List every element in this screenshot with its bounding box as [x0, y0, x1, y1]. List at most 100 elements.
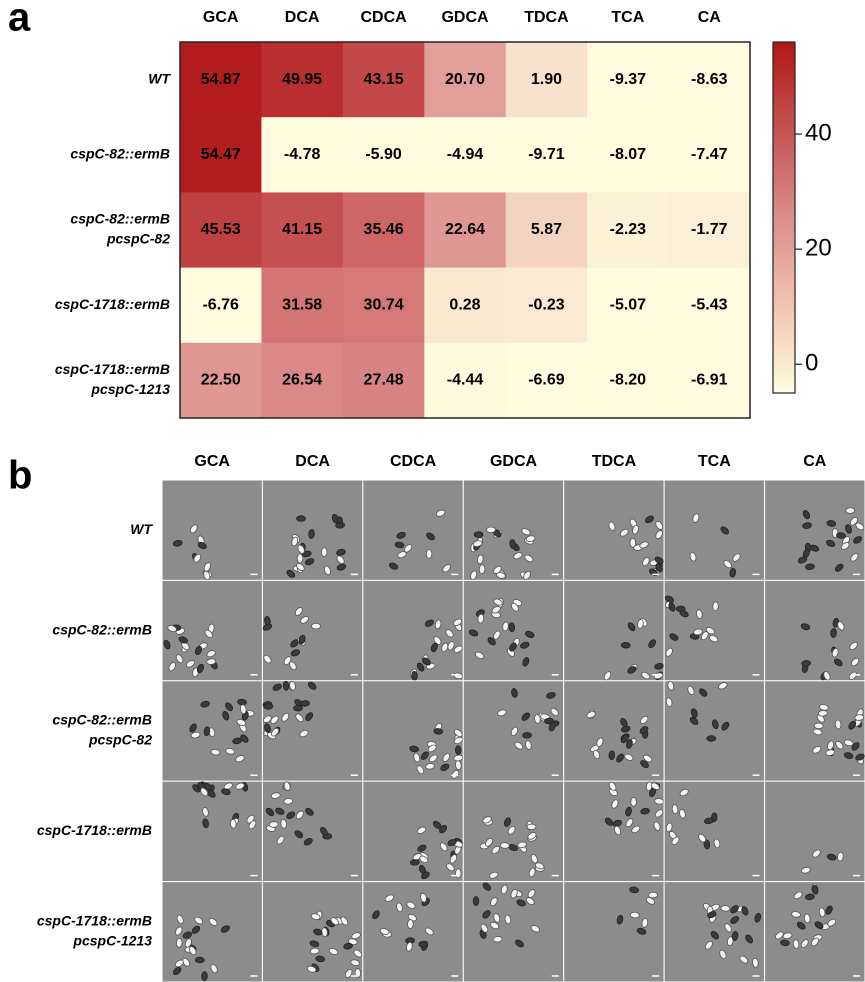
- cell-value: -5.43: [691, 296, 728, 313]
- cell: [416, 826, 427, 835]
- cell: [818, 907, 826, 918]
- cell: [827, 740, 834, 751]
- cell: [190, 524, 198, 534]
- cell: [679, 808, 686, 819]
- cell-value: 22.50: [201, 372, 241, 389]
- heatmap-cell: [424, 267, 507, 344]
- cell: [493, 630, 501, 640]
- cell: [336, 563, 347, 571]
- cell: [163, 639, 171, 650]
- cell: [311, 622, 321, 630]
- cell: [353, 949, 363, 958]
- heatmap-cell: [668, 117, 751, 193]
- cell: [477, 613, 485, 624]
- cell: [406, 901, 416, 909]
- row-label: pcspC-82: [88, 732, 152, 748]
- cell: [248, 820, 257, 830]
- heatmap-cell: [180, 42, 262, 118]
- cell: [689, 552, 697, 562]
- cell: [283, 798, 294, 805]
- micrograph: [362, 479, 464, 581]
- cell: [627, 622, 636, 632]
- column-label: GDCA: [490, 453, 538, 470]
- cell-value: -4.94: [447, 146, 484, 163]
- cell: [689, 716, 699, 725]
- cell: [455, 745, 462, 756]
- cell: [178, 636, 188, 644]
- cell: [492, 936, 503, 943]
- cell: [328, 947, 339, 955]
- micrograph: [764, 881, 865, 982]
- micrograph-background: [462, 479, 565, 581]
- heatmap-cell: [668, 267, 751, 344]
- cell: [455, 868, 462, 879]
- cell: [335, 522, 345, 529]
- cell-value: -8.20: [610, 372, 647, 389]
- cell: [295, 713, 304, 723]
- cell: [639, 541, 649, 549]
- cell: [679, 788, 689, 797]
- cell: [420, 892, 427, 903]
- cell: [394, 541, 405, 549]
- cell: [294, 830, 304, 839]
- micrograph: [362, 579, 464, 682]
- cell: [616, 753, 625, 763]
- cell: [194, 916, 204, 925]
- cell: [817, 710, 828, 717]
- cell-value: -0.23: [528, 296, 565, 313]
- micrograph: [362, 780, 464, 883]
- cell-value: 49.95: [282, 71, 322, 88]
- cell: [730, 916, 740, 924]
- cell: [167, 625, 177, 633]
- cell: [654, 798, 665, 805]
- cell: [812, 746, 822, 754]
- cell: [620, 734, 629, 744]
- cell: [639, 726, 649, 734]
- cell: [703, 839, 711, 850]
- cell: [189, 723, 197, 733]
- column-label: CA: [803, 453, 827, 470]
- cell: [296, 515, 306, 522]
- cell-value: 0.28: [449, 296, 480, 313]
- cell: [472, 896, 480, 906]
- cell: [811, 937, 819, 947]
- cell: [343, 942, 353, 950]
- cell: [388, 562, 399, 570]
- cell: [802, 509, 811, 520]
- cell: [710, 930, 719, 940]
- cell: [655, 520, 663, 530]
- micrograph: [764, 479, 865, 581]
- cell-value: -1.77: [691, 221, 728, 238]
- cell: [297, 544, 305, 554]
- cell: [407, 919, 414, 929]
- micrograph: [261, 579, 364, 682]
- cell-value: -4.78: [284, 146, 321, 163]
- micrograph-background: [362, 479, 464, 581]
- cell: [184, 938, 192, 948]
- cell: [720, 905, 731, 912]
- cell: [221, 788, 231, 796]
- cell: [299, 729, 309, 738]
- cell: [699, 688, 708, 697]
- column-label: TDCA: [592, 453, 637, 470]
- heatmap-cell: [505, 192, 588, 269]
- cell: [632, 524, 639, 535]
- cell: [792, 939, 800, 950]
- cell-value: -6.76: [202, 296, 239, 313]
- cell: [193, 553, 202, 563]
- micrograph: [161, 579, 263, 682]
- cell: [290, 649, 301, 657]
- micrograph: [462, 680, 565, 782]
- cell-value: 26.54: [282, 372, 322, 389]
- cell: [791, 911, 801, 918]
- cell-value: -2.23: [610, 221, 647, 238]
- cell: [693, 628, 703, 636]
- cell: [718, 682, 728, 690]
- cell: [295, 810, 304, 820]
- cell: [182, 931, 192, 939]
- cell: [427, 744, 437, 753]
- cell: [830, 628, 837, 638]
- micrograph: [261, 780, 364, 883]
- cell: [840, 542, 850, 550]
- cell: [210, 748, 221, 756]
